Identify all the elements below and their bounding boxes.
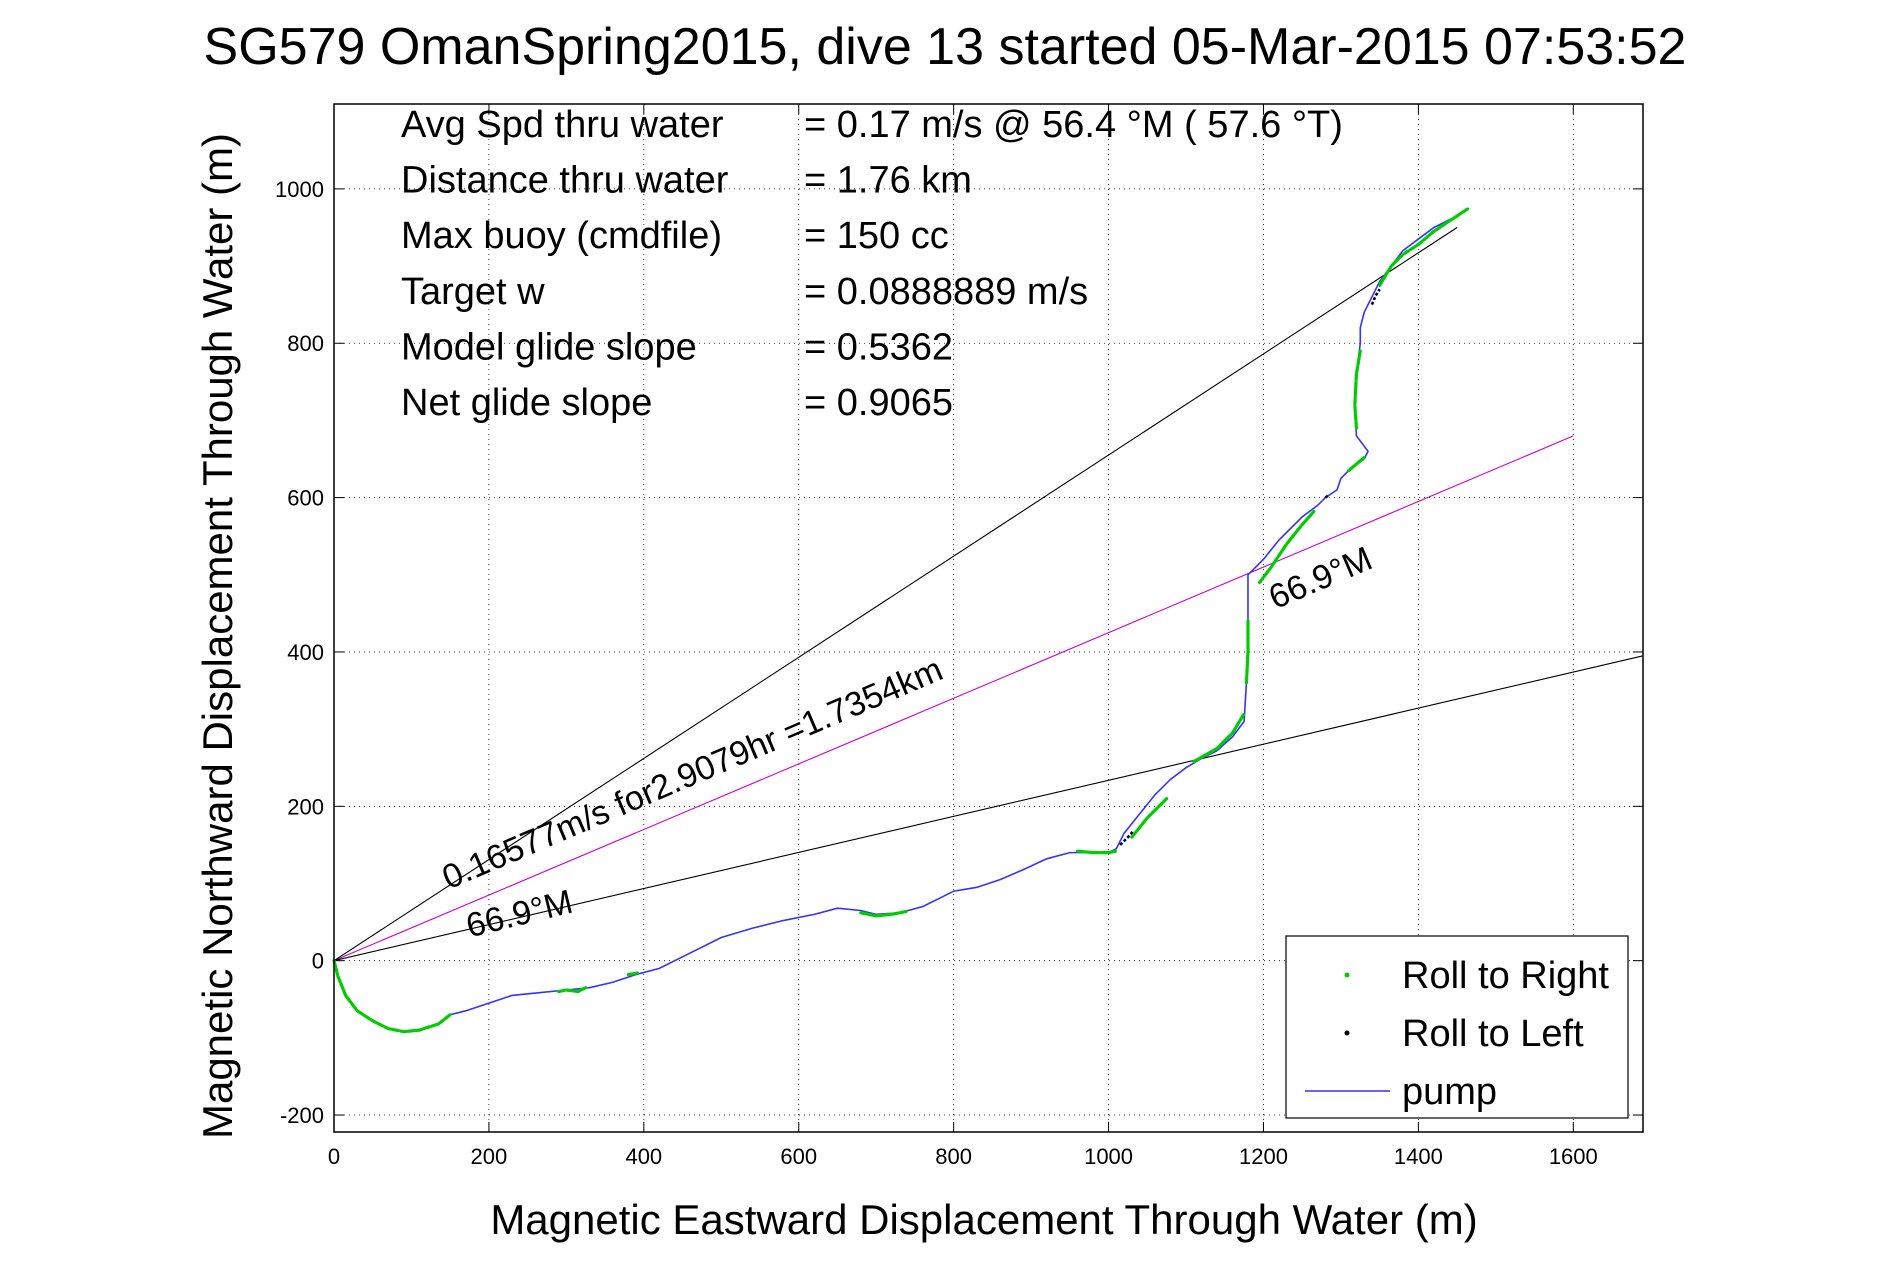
y-tick-label: 800	[287, 331, 324, 356]
stat-label: Net glide slope	[401, 382, 652, 424]
stat-label: Avg Spd thru water	[401, 104, 724, 146]
stat-value: = 0.5362	[804, 326, 953, 368]
y-tick-label: 1000	[275, 177, 324, 202]
roll-right-segment	[1257, 509, 1316, 585]
legend-label: pump	[1402, 1071, 1497, 1113]
stat-value: = 0.9065	[804, 382, 953, 424]
stat-label: Max buoy (cmdfile)	[401, 215, 722, 257]
x-tick-label: 1400	[1394, 1144, 1443, 1169]
roll-right-segment	[1353, 349, 1362, 430]
y-tick-label: 200	[287, 794, 324, 819]
y-tick-labels: -200 0 200 400 600 800 1000	[275, 177, 324, 1128]
x-tick-label: 200	[471, 1144, 508, 1169]
x-tick-label: 400	[625, 1144, 662, 1169]
chart-title: SG579 OmanSpring2015, dive 13 started 05…	[204, 18, 1687, 76]
stat-value: = 150 cc	[804, 215, 949, 257]
roll-left-segment	[1119, 830, 1135, 846]
legend: Roll to Right Roll to Left pump	[1285, 935, 1629, 1119]
roll-right-segment	[1130, 796, 1169, 839]
x-tick-label: 0	[328, 1144, 340, 1169]
y-tick-label: 400	[287, 640, 324, 665]
stat-label: Distance thru water	[401, 160, 729, 202]
y-tick-label: 0	[312, 949, 324, 974]
plot-frame	[333, 103, 1644, 1133]
legend-label: Roll to Right	[1402, 955, 1609, 997]
stat-label: Target w	[401, 271, 545, 313]
x-axis-label: Magnetic Eastward Displacement Through W…	[490, 1196, 1477, 1243]
roll-left-segment	[1370, 288, 1381, 306]
stat-label: Model glide slope	[401, 326, 697, 368]
reference-lines	[333, 227, 1644, 962]
roll-left-segment	[1324, 493, 1331, 499]
stat-value: = 1.76 km	[804, 160, 972, 202]
stat-value: = 0.17 m/s @ 56.4 °M ( 57.6 °T)	[804, 104, 1343, 146]
x-tick-labels: 0 200 400 600 800 1000 1200 1400 1600	[328, 1144, 1598, 1169]
x-tick-label: 800	[935, 1144, 972, 1169]
x-tick-label: 1200	[1239, 1144, 1288, 1169]
reference-line-lower-bound	[333, 655, 1644, 962]
roll-right-segment	[859, 909, 909, 918]
stat-value: = 0.0888889 m/s	[804, 271, 1088, 313]
roll-right-segment	[1378, 206, 1471, 287]
y-axis-label: Magnetic Northward Displacement Through …	[194, 133, 241, 1139]
legend-marker	[1344, 972, 1350, 978]
y-tick-label: -200	[280, 1103, 324, 1128]
plot-area: 0 200 400 600 800 1000 1200 1400 1600 -200020040…	[275, 103, 1644, 1169]
roll-right-segment	[1192, 712, 1246, 764]
x-tick-label: 1600	[1549, 1144, 1598, 1169]
x-tick-label: 1000	[1084, 1144, 1133, 1169]
reference-line-upper-bound	[333, 227, 1458, 962]
roll-right-segment	[1075, 849, 1118, 855]
roll-right-segment	[1244, 619, 1250, 685]
roll-right-segment	[332, 959, 452, 1034]
stats-block: Avg Spd thru water = 0.17 m/s @ 56.4 °M (…	[401, 104, 1343, 424]
reference-line-heading	[333, 435, 1574, 962]
x-tick-label: 600	[780, 1144, 817, 1169]
roll-right-segment	[626, 971, 640, 977]
trajectory	[332, 206, 1471, 1034]
roll-right-segment	[1347, 455, 1366, 473]
y-tick-label: 600	[287, 486, 324, 511]
legend-label: Roll to Left	[1402, 1013, 1584, 1055]
legend-box	[1285, 935, 1629, 1119]
roll-right-segment	[557, 986, 588, 994]
legend-marker	[1344, 1030, 1350, 1036]
